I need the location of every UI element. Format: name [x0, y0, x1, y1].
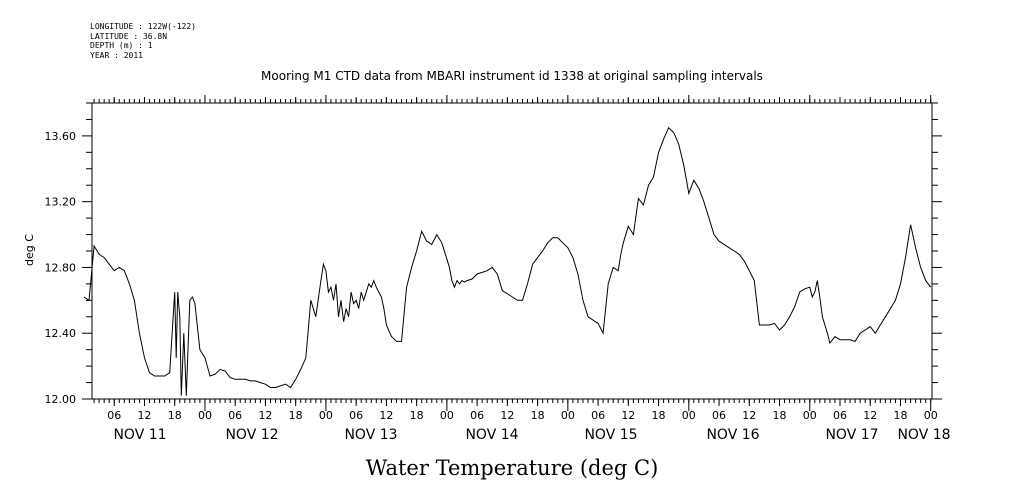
x-tick-label: 18 [893, 409, 907, 422]
x-day-label: NOV 15 [584, 427, 637, 443]
x-tick-label: 06 [470, 409, 484, 422]
x-tick-label: 06 [107, 409, 121, 422]
x-tick-label: 18 [289, 409, 303, 422]
x-tick-label: 18 [410, 409, 424, 422]
x-tick-label: 00 [561, 409, 575, 422]
x-tick-label: 06 [712, 409, 726, 422]
depth-text: DEPTH (m) : 1 [90, 41, 153, 50]
x-day-label: NOV 14 [465, 427, 518, 443]
y-tick-label: 13.20 [45, 196, 77, 209]
x-tick-label: 12 [379, 409, 393, 422]
x-tick-label: 00 [682, 409, 696, 422]
x-tick-label: 12 [742, 409, 756, 422]
x-tick-label: 06 [833, 409, 847, 422]
x-axis-label: Water Temperature (deg C) [366, 456, 659, 480]
chart-title: Mooring M1 CTD data from MBARI instrumen… [261, 69, 763, 83]
x-tick-label: 12 [500, 409, 514, 422]
x-day-label: NOV 17 [825, 427, 878, 443]
metadata-block: LONGITUDE : 122W(-122) LATITUDE : 36.8N DE… [90, 22, 196, 60]
x-day-label: NOV 13 [344, 427, 397, 443]
y-tick-label: 12.40 [45, 327, 77, 340]
temperature-series-line [83, 126, 932, 396]
x-day-label: NOV 18 [897, 427, 950, 443]
x-tick-label: 00 [803, 409, 817, 422]
x-tick-label: 06 [228, 409, 242, 422]
longitude-text: LONGITUDE : 122W(-122) [90, 22, 196, 31]
y-axis-label: deg C [23, 234, 36, 266]
y-tick-label: 13.60 [45, 130, 77, 143]
y-tick-label: 12.80 [45, 261, 77, 274]
x-tick-label: 06 [349, 409, 363, 422]
x-tick-label: 12 [258, 409, 272, 422]
x-tick-label: 00 [440, 409, 454, 422]
x-tick-label: 18 [652, 409, 666, 422]
x-tick-label: 18 [531, 409, 545, 422]
x-day-label: NOV 11 [113, 427, 166, 443]
x-tick-label: 06 [591, 409, 605, 422]
x-tick-label: 12 [621, 409, 635, 422]
x-day-label: NOV 12 [225, 427, 278, 443]
x-tick-label: 12 [863, 409, 877, 422]
plot-frame [91, 102, 933, 400]
x-tick-label: 00 [198, 409, 212, 422]
y-tick-label: 12.00 [45, 393, 77, 406]
latitude-text: LATITUDE : 36.8N [90, 31, 168, 41]
year-text: YEAR : 2011 [90, 50, 143, 60]
x-day-label: NOV 16 [706, 427, 759, 443]
x-tick-label: 18 [773, 409, 787, 422]
x-tick-label: 18 [168, 409, 182, 422]
x-tick-label: 00 [924, 409, 938, 422]
axes: 06 12 18 00 06 12 18 00 06 12 18 00 06 12 18 00 06 12 18 00… [45, 95, 951, 443]
x-tick-label: 12 [137, 409, 151, 422]
x-tick-label: 00 [319, 409, 333, 422]
